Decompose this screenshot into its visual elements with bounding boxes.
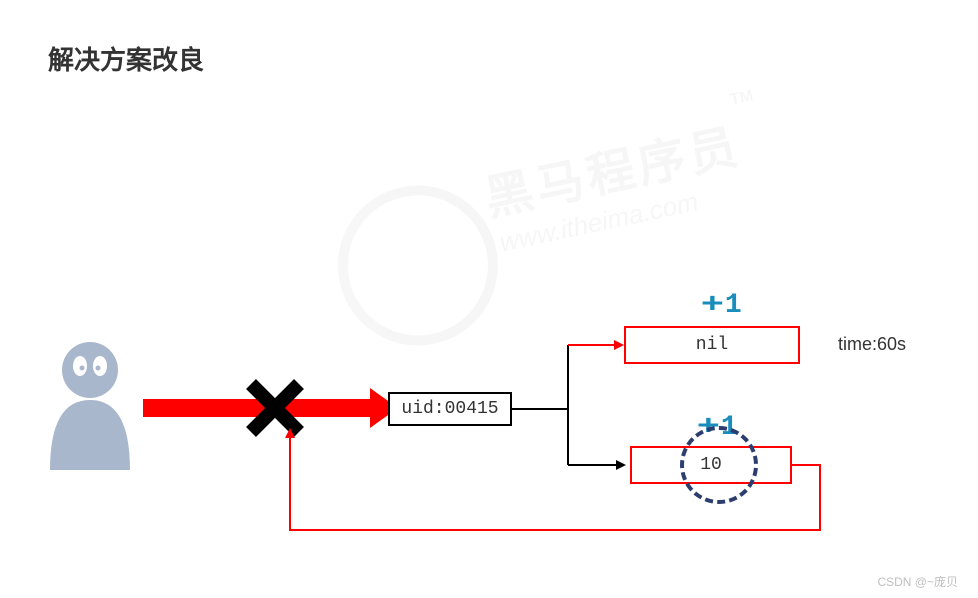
plus-one-top-num: 1 bbox=[725, 290, 742, 321]
dashed-circle bbox=[680, 426, 758, 504]
branch-lines bbox=[512, 345, 626, 470]
red-arrow-to-nil bbox=[568, 340, 624, 350]
footer-credit: CSDN @~庞贝 bbox=[877, 573, 958, 590]
nil-box: nil bbox=[624, 326, 800, 364]
diagram-svg bbox=[0, 0, 978, 598]
nil-text: nil bbox=[696, 335, 728, 355]
uid-text: uid:00415 bbox=[401, 399, 498, 419]
time-label: time:60s bbox=[838, 334, 906, 355]
uid-box: uid:00415 bbox=[388, 392, 512, 426]
red-arrow-shaft bbox=[143, 399, 373, 417]
user-icon bbox=[50, 342, 130, 470]
plus-one-top: +1 bbox=[704, 290, 742, 321]
